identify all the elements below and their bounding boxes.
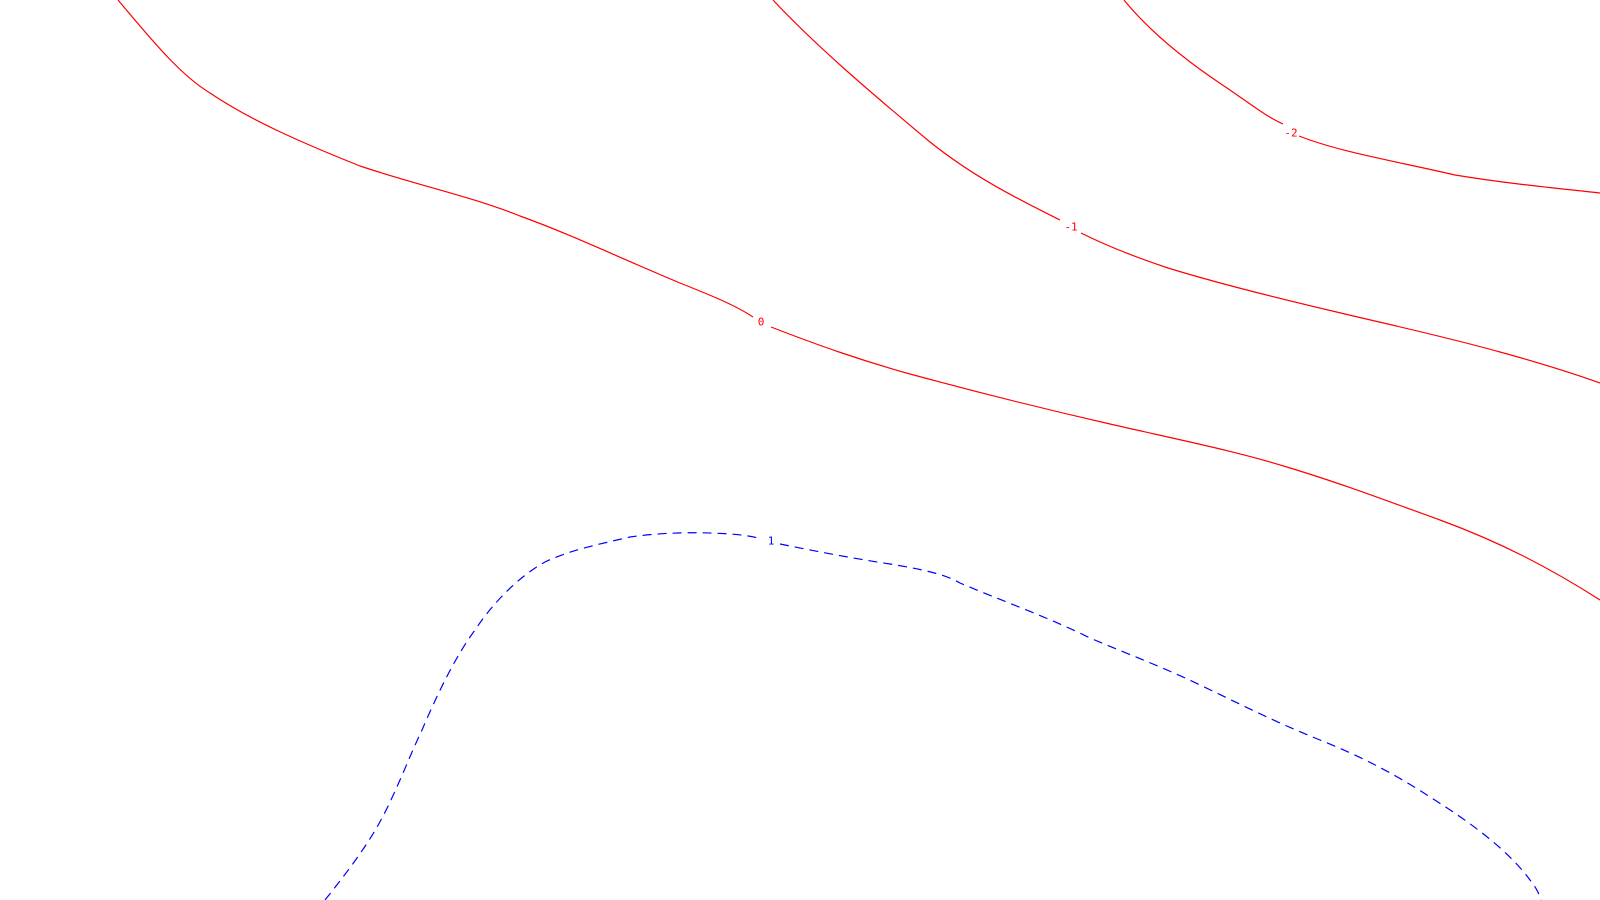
contour-line-level-0 [117, 0, 1600, 601]
contour-line-level-minus-2 [1123, 0, 1600, 194]
contour-label-minus-1: -1 [1064, 221, 1077, 234]
contour-label-1: 1 [768, 535, 775, 548]
contour-label-minus-2: -2 [1284, 127, 1297, 140]
contour-line-level-minus-1 [772, 0, 1600, 384]
contour-line-level-1 [324, 532, 1542, 900]
contour-label-0: 0 [758, 316, 765, 329]
